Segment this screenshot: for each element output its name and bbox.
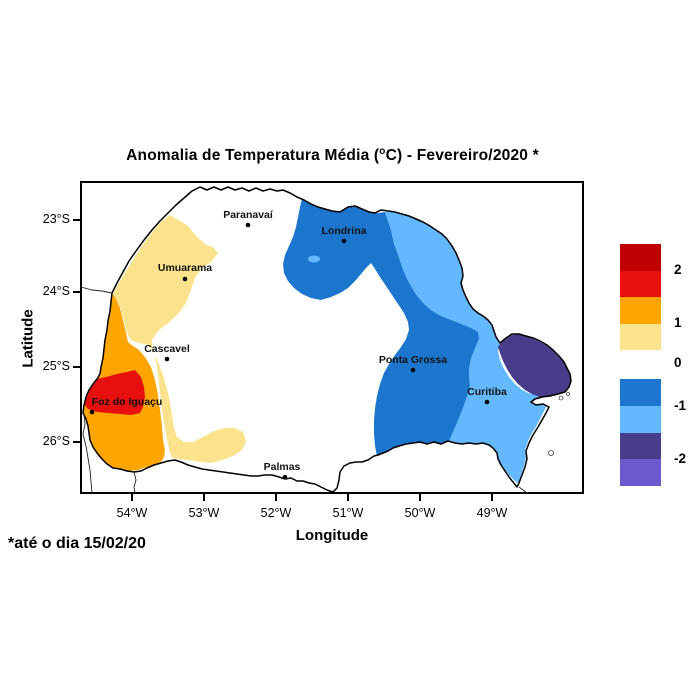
city-dot [410, 367, 416, 373]
city-label: Curitiba [467, 386, 507, 398]
legend-color-block-1-2 [620, 297, 661, 324]
legend-color-block-2 [620, 270, 661, 297]
city-dot [89, 409, 95, 415]
legend-color-block-0-1 [620, 323, 661, 350]
x-tick-label: 52°W [260, 506, 292, 520]
x-tick-label: 53°W [188, 506, 220, 520]
x-tick-label: 49°W [476, 506, 508, 520]
region-anomaly-above-2-foz [84, 370, 145, 415]
chart-title: Anomalia de Temperatura Média (oC) - Fev… [60, 146, 605, 165]
light-blue-spot [308, 255, 320, 263]
legend-tick-label: 0 [674, 355, 682, 370]
city-label: Palmas [264, 461, 301, 473]
chart-title-part2: C) - Fevereiro/2020 * [385, 147, 539, 165]
y-tick-label: 24°S [42, 284, 70, 298]
city-label: Foz do Iguaçu [92, 396, 163, 408]
x-tick-label: 51°W [332, 506, 364, 520]
neighbor-border-1 [82, 413, 93, 494]
legend-color-block-above-2 [620, 244, 661, 271]
y-tick-label: 26°S [42, 434, 70, 448]
legend-tick-label: -2 [674, 451, 687, 466]
city-dot [282, 474, 288, 480]
island-0 [558, 395, 564, 401]
legend-color-block-0--1 [620, 379, 661, 406]
city-dot [341, 238, 347, 244]
neighbor-border-2 [133, 471, 137, 494]
city-dot [245, 222, 251, 228]
region-anomaly-below-m2-main [498, 334, 571, 397]
city-dot [182, 276, 188, 282]
city-label: Cascavel [144, 343, 190, 355]
legend-tick-label: -1 [674, 398, 687, 413]
chart-title-part1: Anomalia de Temperatura Média ( [126, 147, 380, 165]
region-anomaly-m1-to-m2-east [385, 212, 548, 484]
state-border [82, 186, 572, 493]
legend-tick-label: 2 [674, 262, 682, 277]
island-2 [548, 450, 554, 456]
x-tick-label: 54°W [116, 506, 148, 520]
y-tick-label: 23°S [42, 212, 70, 226]
city-dot [164, 356, 170, 362]
degree-superscript: o [379, 146, 386, 157]
region-anomaly-0-to-m1-center [283, 199, 480, 456]
city-label: Umuarama [158, 262, 212, 274]
legend-color-block--1--2 [620, 406, 661, 433]
island-1 [566, 392, 570, 396]
x-axis-title: Longitude [295, 527, 369, 544]
legend-color-block-below--2 [620, 459, 661, 486]
region-anomaly-0-to-1-west [113, 215, 246, 463]
city-dot [484, 399, 490, 405]
legend-tick-label: 1 [674, 315, 682, 330]
plot-frame [80, 181, 584, 494]
city-label: Ponta Grossa [379, 354, 447, 366]
neighbor-border-0 [80, 286, 113, 294]
footnote: *até o dia 15/02/20 [8, 535, 146, 552]
legend-color-block--2-dark [620, 432, 661, 459]
x-tick-label: 50°W [404, 506, 436, 520]
city-label: Paranavaí [223, 209, 274, 221]
city-label: Londrina [322, 225, 367, 237]
y-tick-label: 25°S [42, 359, 70, 373]
